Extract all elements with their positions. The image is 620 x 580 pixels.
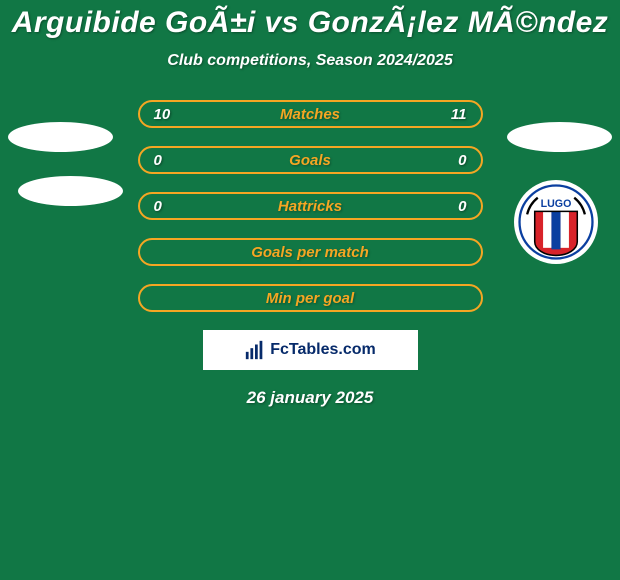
- stat-right-value: 11: [437, 106, 467, 123]
- stat-right-value: 0: [437, 198, 467, 215]
- stat-row: Min per goal: [0, 284, 620, 312]
- stat-row: 10 Matches 11: [0, 100, 620, 128]
- stat-pill-matches: 10 Matches 11: [138, 100, 483, 128]
- stat-pill-goals: 0 Goals 0: [138, 146, 483, 174]
- stat-label: Goals per match: [154, 244, 467, 261]
- date-text: 26 january 2025: [0, 388, 620, 408]
- watermark-box: FcTables.com: [203, 330, 418, 370]
- page-title: Arguibide GoÃ±i vs GonzÃ¡lez MÃ©ndez: [0, 0, 620, 40]
- stat-pill-mpg: Min per goal: [138, 284, 483, 312]
- stat-label: Hattricks: [184, 198, 437, 215]
- stat-label: Matches: [184, 106, 437, 123]
- watermark-text: FcTables.com: [270, 341, 376, 359]
- bar-chart-icon: [244, 339, 266, 361]
- stat-label: Min per goal: [154, 290, 467, 307]
- stat-row: Goals per match: [0, 238, 620, 266]
- stat-left-value: 0: [154, 152, 184, 169]
- stat-label: Goals: [184, 152, 437, 169]
- stat-row: 0 Goals 0: [0, 146, 620, 174]
- stat-row: 0 Hattricks 0: [0, 192, 620, 220]
- stat-pill-gpm: Goals per match: [138, 238, 483, 266]
- page-subtitle: Club competitions, Season 2024/2025: [0, 52, 620, 70]
- stat-pill-hattricks: 0 Hattricks 0: [138, 192, 483, 220]
- stat-left-value: 0: [154, 198, 184, 215]
- stat-left-value: 10: [154, 106, 184, 123]
- stat-right-value: 0: [437, 152, 467, 169]
